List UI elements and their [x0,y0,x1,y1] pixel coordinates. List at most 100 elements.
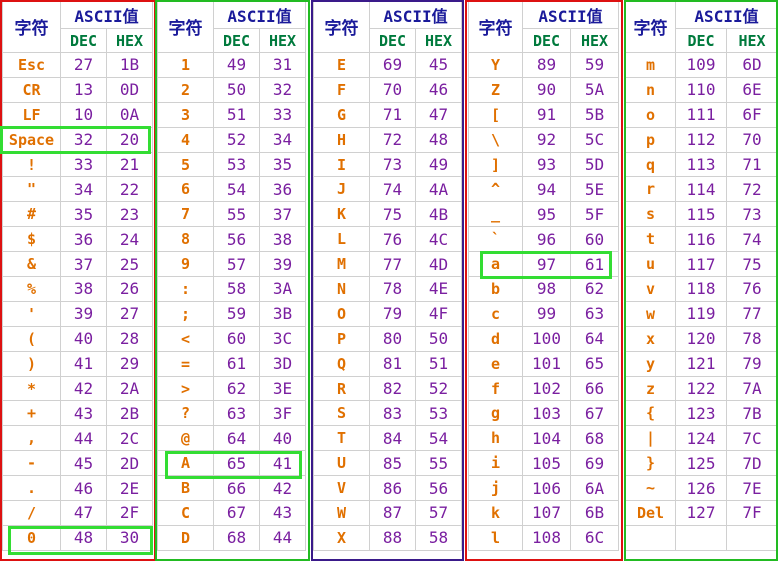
dec-cell: 71 [369,101,416,128]
char-cell: 0 [2,524,61,551]
dec-cell: 108 [522,524,571,551]
dec-cell: 44 [60,425,107,452]
dec-cell: 121 [675,350,727,377]
dec-cell: 109 [675,52,727,78]
dec-cell: 27 [60,52,107,78]
dec-cell: 39 [60,300,107,327]
dec-cell: 53 [213,151,260,178]
table-row: p 112 70 [625,126,779,153]
dec-column-header: DEC [60,28,107,53]
char-cell: # [2,201,61,228]
dec-cell: 81 [369,350,416,377]
table-row: y 121 79 [625,350,779,377]
table-row: ) 41 29 [2,350,154,377]
table-row: Q 81 51 [313,350,463,377]
dec-cell: 61 [213,350,260,377]
dec-cell: 54 [213,176,260,203]
table-row: A 65 41 [157,450,307,477]
char-cell: % [2,276,61,302]
char-cell: r [625,176,676,203]
table-row: m 109 6D [625,52,779,78]
dec-cell: 103 [522,400,571,427]
hex-cell: 67 [569,400,620,427]
table-row: 9 57 39 [157,251,307,278]
table-row: s 115 73 [625,201,779,228]
hex-cell: 48 [414,126,463,153]
table-row: L 76 4C [313,226,463,253]
hex-cell: 5F [569,201,620,228]
char-column-header: 字符 [313,0,370,53]
dec-cell: 46 [60,475,107,502]
dec-cell: 93 [522,151,571,178]
hex-cell: 5D [569,151,620,178]
hex-cell: 31 [258,52,307,78]
hex-cell: 59 [569,52,620,78]
char-cell: e [468,350,523,377]
char-cell: m [625,52,676,78]
hex-cell: 73 [725,201,779,228]
char-cell: Esc [2,52,61,78]
hex-cell: 25 [105,251,154,278]
hex-cell [725,524,779,551]
ascii-table: 字符 ASCII值 DEC HEX Esc 27 1B CR 13 0D LF 10 0A Space 32… [2,0,154,551]
dec-cell: 66 [213,475,260,502]
char-cell: . [2,475,61,502]
char-cell: R [313,375,370,402]
table-row: & 37 25 [2,251,154,278]
hex-cell: 68 [569,425,620,452]
hex-column-header: HEX [414,28,463,53]
char-cell: K [313,201,370,228]
dec-cell: 80 [369,325,416,352]
hex-cell: 58 [414,524,463,551]
dec-cell: 107 [522,500,571,526]
dec-cell: 113 [675,151,727,178]
char-cell: p [625,126,676,153]
hex-cell: 50 [414,325,463,352]
table-row: >62 3E [157,375,307,402]
char-cell: G [313,101,370,128]
hex-cell: 62 [569,276,620,302]
char-cell: h [468,425,523,452]
char-cell: k [468,500,523,526]
char-column-header: 字符 [2,0,61,53]
table-row: P 80 50 [313,325,463,352]
table-row: f 102 66 [468,375,620,402]
dec-cell: 115 [675,201,727,228]
hex-cell: 56 [414,475,463,502]
dec-cell: 110 [675,76,727,103]
hex-column-header: HEX [725,28,779,53]
hex-cell: 61 [569,251,620,278]
hex-cell: 2F [105,500,154,526]
ascii-value-header: ASCII值 [212,0,307,29]
table-row: R 82 52 [313,375,463,402]
dec-cell: 47 [60,500,107,526]
hex-cell: 51 [414,350,463,377]
table-row: N 78 4E [313,276,463,302]
dec-cell: 45 [60,450,107,477]
table-row: i 105 69 [468,450,620,477]
hex-cell: 43 [258,500,307,526]
hex-cell: 3D [258,350,307,377]
char-cell: z [625,375,676,402]
table-row: W 87 57 [313,500,463,526]
ascii-value-header: ASCII值 [521,0,620,29]
hex-cell: 3A [258,276,307,302]
char-cell: { [625,400,676,427]
hex-column-header: HEX [258,28,307,53]
char-cell: B [157,475,214,502]
char-cell: ) [2,350,61,377]
table-row: 5 53 35 [157,151,307,178]
table-row: E 69 45 [313,52,463,78]
dec-cell: 68 [213,524,260,551]
dec-cell: 89 [522,52,571,78]
hex-cell: 5B [569,101,620,128]
dec-cell: 64 [213,425,260,452]
dec-cell: 86 [369,475,416,502]
dec-cell: 13 [60,76,107,103]
hex-cell: 32 [258,76,307,103]
dec-cell: 88 [369,524,416,551]
char-cell: | [625,425,676,452]
char-cell: v [625,276,676,302]
dec-cell: 34 [60,176,107,203]
hex-cell: 35 [258,151,307,178]
